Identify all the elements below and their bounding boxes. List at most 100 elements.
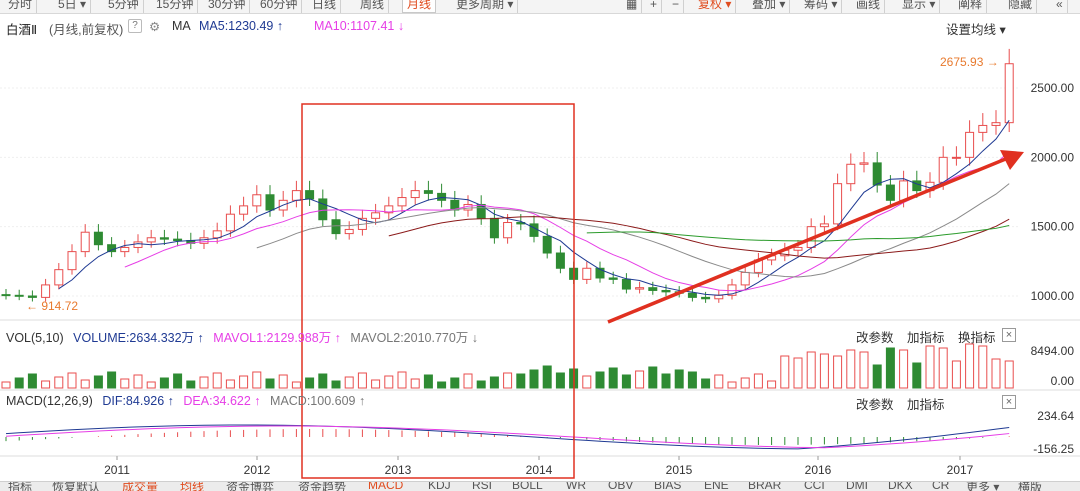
collapse-icon[interactable]: « [1052,0,1068,13]
tab-cci[interactable]: CCI [804,481,825,491]
display-dropdown[interactable]: 显示 ▾ [898,0,941,13]
tab-more[interactable]: 更多 ▾ [966,481,1000,491]
volume-bar [555,372,565,389]
hide-button[interactable]: 隐藏 [1004,0,1038,13]
add-indicator-button[interactable]: 加指标 [907,331,945,345]
price-tick-label: 2000.00 [1031,150,1075,164]
draw-line-button[interactable]: 画线 [852,0,886,13]
macd-tools: 改参数 加指标 [856,394,945,413]
switch-indicator-button[interactable]: 换指标 [958,331,996,345]
candle-body [265,194,275,211]
candle-body [225,213,235,232]
volume-bar [120,378,130,389]
ma5-line [58,120,1010,296]
tab-wr[interactable]: WR [566,481,586,491]
volume-bar [239,375,249,389]
tab-kdj[interactable]: KDJ [428,481,451,491]
indicator-tabs: 指标 恢复默认 成交量 均线 资金博弈 资金趋势 MACD KDJ RSI BO… [0,481,1080,491]
candle-body [859,162,869,165]
candle-body [54,269,64,286]
volume-bar [397,371,407,389]
volume-bar [648,366,658,389]
close-volume-icon[interactable]: × [1002,328,1016,342]
tab-restore-default[interactable]: 恢复默认 [52,481,101,491]
tab-30min[interactable]: 30分钟 [204,0,251,13]
candle-body [120,246,130,253]
candle-body [714,294,724,300]
tab-macd[interactable]: MACD [368,481,404,491]
ma120-line [586,225,1010,242]
volume-bar [173,373,183,389]
tab-dmi[interactable]: DMI [846,481,868,491]
candle-body [173,238,183,242]
tab-monthly[interactable]: 月线 [402,0,437,13]
candle-body [318,198,328,221]
volume-bar [885,347,895,389]
volume-bar [516,373,526,389]
macd-edit-params-button[interactable]: 改参数 [856,398,894,412]
zoom-out-icon[interactable]: − [668,0,685,13]
adjust-dropdown[interactable]: 复权 ▾ [694,0,737,13]
kline-chart[interactable]: 2500.00 2000.00 1500.00 1000.00 2675.93 → ← 9… [0,0,1080,481]
tab-capital-trend[interactable]: 资金趋势 [298,481,347,491]
volume-bar [371,379,381,389]
volume-bar [925,345,935,389]
volume-tick-top: 8494.00 [1031,344,1075,358]
chips-dropdown[interactable]: 筹码 ▾ [800,0,843,13]
candle-body [555,252,565,269]
tab-boll[interactable]: BOLL [512,481,543,491]
chart-header: 白酒Ⅱ (月线,前复权) ? ⚙ MA MA5:1230.49 ↑ MA10:1… [0,16,1080,37]
macd-add-indicator-button[interactable]: 加指标 [907,398,945,412]
tab-indicators[interactable]: 指标 [8,481,33,491]
volume-bar [344,376,354,389]
candle-body [199,237,209,244]
grid-icon[interactable]: ▦ [622,0,643,13]
overlay-dropdown[interactable]: 叠加 ▾ [748,0,791,13]
volume-bar [199,376,209,389]
tab-5day[interactable]: 5日 ▾ [54,0,92,13]
tab-intraday[interactable]: 分时 [4,0,38,13]
tab-volume[interactable]: 成交量 [122,481,159,491]
volume-legend: VOL(5,10) VOLUME:2634.332万 ↑ MAVOL1:2129… [6,331,479,345]
candle-body [648,287,658,291]
explain-button[interactable]: 阐释 [954,0,988,13]
candle-body [951,156,961,159]
volume-bar [107,371,117,389]
candle-body [635,287,645,290]
tab-brar[interactable]: BRAR [748,481,782,491]
close-macd-icon[interactable]: × [1002,395,1016,409]
volume-bar [410,378,420,389]
tab-dkx[interactable]: DKX [888,481,913,491]
tab-obv[interactable]: OBV [608,481,634,491]
period-toolbar: 分时 5日 ▾ 5分钟 15分钟 30分钟 60分钟 日线 周线 月线 更多周期… [0,0,1080,14]
tab-5min[interactable]: 5分钟 [104,0,144,13]
gear-icon[interactable]: ⚙ [149,20,161,34]
tab-more-periods[interactable]: 更多周期 ▾ [452,0,519,13]
ma-settings-dropdown[interactable]: 设置均线 ▾ [946,23,1006,37]
tab-horizontal[interactable]: 横版 [1018,481,1043,491]
tab-60min[interactable]: 60分钟 [256,0,303,13]
volume-bar [701,378,711,389]
help-icon[interactable]: ? [128,19,142,33]
tab-bias[interactable]: BIAS [654,481,682,491]
volume-bar [278,374,288,389]
candle-body [252,194,262,207]
candle-body [938,156,948,183]
volume-bar [80,379,90,389]
tab-15min[interactable]: 15分钟 [152,0,199,13]
edit-params-button[interactable]: 改参数 [856,331,894,345]
tab-capital-game[interactable]: 资金博弈 [226,481,275,491]
tab-rsi[interactable]: RSI [472,481,493,491]
volume-bar [621,374,631,389]
x-axis-label: 2014 [526,463,553,477]
tab-ma[interactable]: 均线 [180,481,205,491]
zoom-in-icon[interactable]: + [646,0,663,13]
dea-line [5,425,1010,449]
tab-cr[interactable]: CR [932,481,950,491]
candle-body [687,292,697,298]
candle-body [476,203,486,219]
tab-daily[interactable]: 日线 [308,0,342,13]
tab-weekly[interactable]: 周线 [356,0,390,13]
tab-ene[interactable]: ENE [704,481,729,491]
dif-line [5,424,1010,450]
